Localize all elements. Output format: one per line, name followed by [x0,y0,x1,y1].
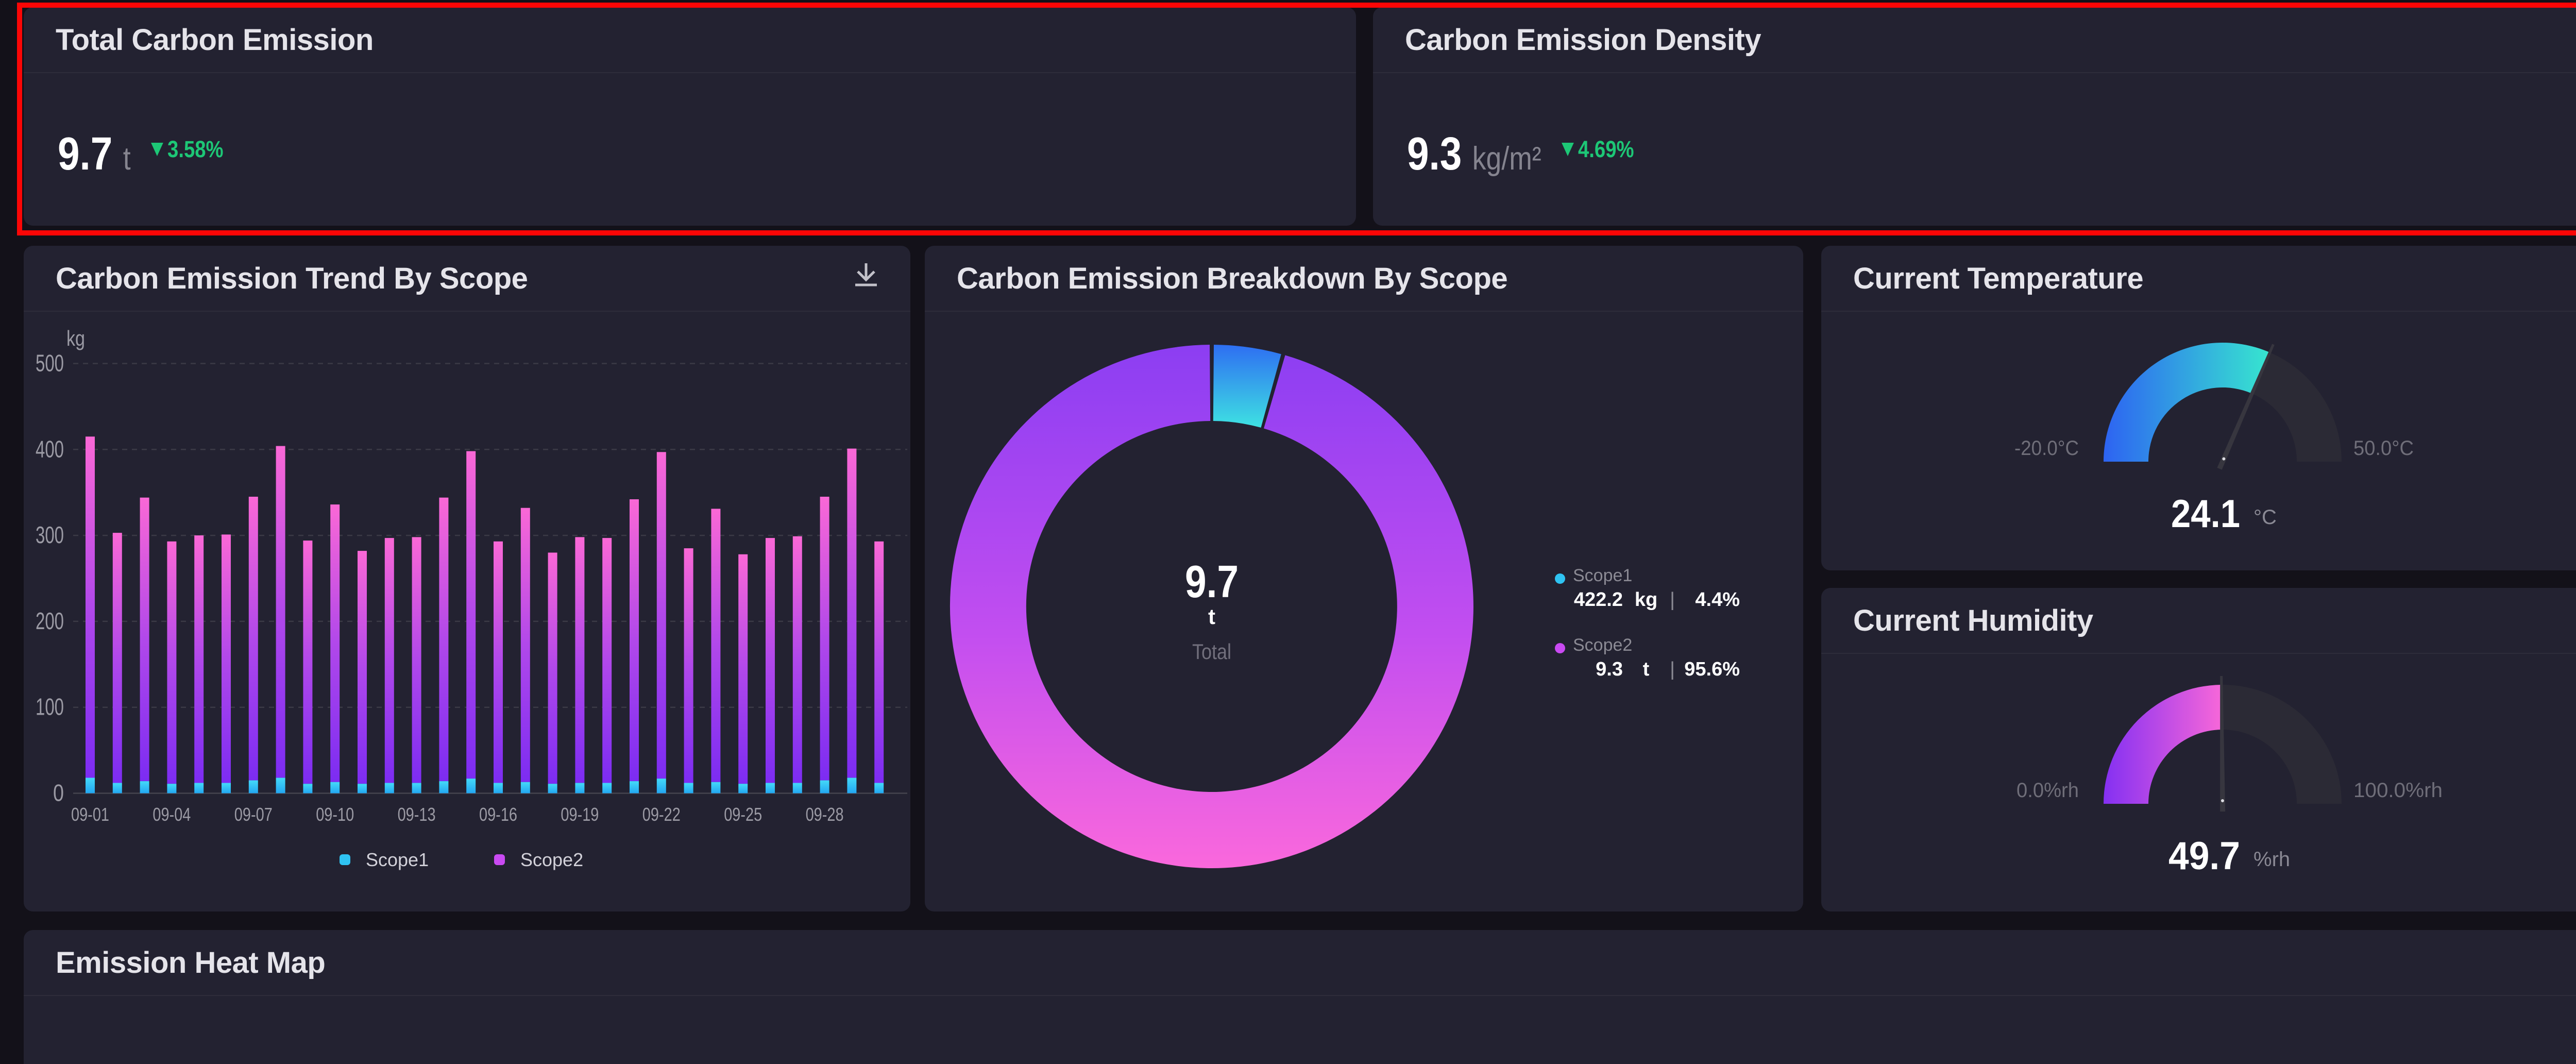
svg-text:09-16: 09-16 [479,804,517,825]
svg-text:95.6%: 95.6% [1684,658,1740,680]
svg-text:09-04: 09-04 [152,804,191,825]
svg-text:09-19: 09-19 [561,804,599,825]
svg-text:4.4%: 4.4% [1695,589,1740,611]
svg-text:422.2: 422.2 [1574,589,1623,611]
svg-text:Scope1: Scope1 [366,849,429,870]
svg-text:09-22: 09-22 [642,804,681,825]
svg-text:|: | [1670,589,1675,611]
svg-text:49.7: 49.7 [2168,834,2240,878]
svg-text:kg: kg [66,326,85,350]
svg-text:t: t [1208,604,1215,629]
svg-text:-20.0°C: -20.0°C [2014,437,2079,460]
svg-text:100: 100 [36,694,64,720]
svg-text:Scope2: Scope2 [520,849,583,870]
svg-text:24.1: 24.1 [2171,492,2240,536]
svg-text:|: | [1670,658,1675,680]
svg-text:09-07: 09-07 [234,804,273,825]
svg-text:Scope1: Scope1 [1573,566,1632,585]
svg-text:0.0%rh: 0.0%rh [2016,779,2079,802]
svg-text:09-10: 09-10 [316,804,354,825]
svg-text:09-13: 09-13 [398,804,436,825]
svg-text:9.7: 9.7 [1185,556,1239,607]
svg-text:100.0%rh: 100.0%rh [2353,779,2443,802]
svg-text:09-28: 09-28 [806,804,844,825]
svg-text:kg: kg [1635,589,1657,611]
svg-text:09-01: 09-01 [71,804,109,825]
svg-text:°C: °C [2253,506,2277,529]
svg-text:400: 400 [36,435,64,462]
svg-text:%rh: %rh [2253,848,2290,871]
svg-text:500: 500 [36,350,64,377]
svg-text:300: 300 [36,521,64,548]
svg-text:9.3: 9.3 [1596,658,1623,680]
svg-text:Scope2: Scope2 [1573,635,1632,655]
svg-text:t: t [1643,658,1650,680]
svg-text:Total: Total [1192,639,1231,664]
svg-text:200: 200 [36,607,64,634]
svg-text:50.0°C: 50.0°C [2353,437,2414,460]
svg-text:0: 0 [53,780,64,806]
svg-text:09-25: 09-25 [724,804,762,825]
